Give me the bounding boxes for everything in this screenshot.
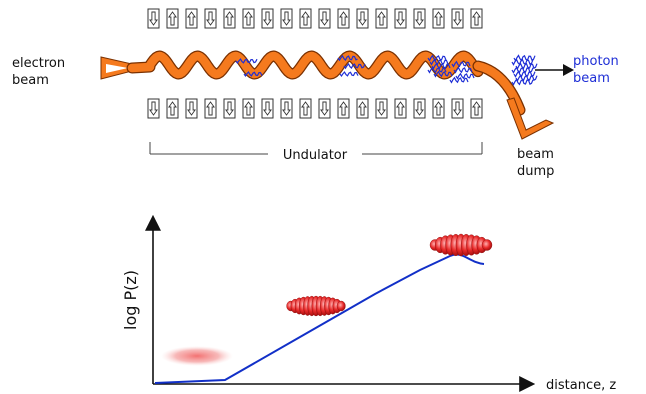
- y-axis-label: log P(z): [121, 270, 140, 330]
- magnet-down: [204, 8, 217, 29]
- fully-microbunched-beam: [429, 233, 493, 257]
- photon-beam-label: photon beam: [573, 54, 623, 86]
- beam-dump-arrow-icon: [506, 97, 555, 140]
- magnet-down: [280, 8, 293, 29]
- magnet-down: [318, 98, 331, 119]
- magnet-up: [166, 98, 179, 119]
- photon-beam-arrow: [535, 64, 574, 76]
- photon-emission: [235, 54, 538, 86]
- magnet-down: [147, 98, 160, 119]
- magnet-up: [299, 8, 312, 29]
- magnet-down: [356, 8, 369, 29]
- magnet-up: [337, 98, 350, 119]
- beam-dump-label: beam dump: [517, 147, 558, 179]
- magnet-up: [166, 8, 179, 29]
- magnet-up: [356, 98, 369, 119]
- magnet-down: [147, 8, 160, 29]
- x-axis-label: distance, z: [546, 378, 616, 393]
- magnet-down: [375, 98, 388, 119]
- magnet-down: [451, 8, 464, 29]
- magnet-up: [432, 8, 445, 29]
- magnet-up: [470, 98, 483, 119]
- unbunched-beam: [161, 346, 233, 366]
- partially-microbunched-beam: [286, 295, 346, 317]
- magnet-up: [242, 8, 255, 29]
- undulator-bracket: [149, 142, 483, 155]
- magnet-up: [185, 8, 198, 29]
- power-plot: log P(z) distance, z: [121, 214, 616, 393]
- magnet-down: [261, 98, 274, 119]
- electron-beam-path: [100, 50, 555, 140]
- magnet-down: [394, 8, 407, 29]
- magnet-up: [470, 8, 483, 29]
- magnet-up: [432, 98, 445, 119]
- magnet-down: [413, 8, 426, 29]
- magnet-down: [280, 98, 293, 119]
- electron-beam-label: electron beam: [12, 56, 69, 88]
- magnet-up: [242, 98, 255, 119]
- undulator-bottom-magnet-row: [147, 98, 483, 119]
- magnet-up: [394, 98, 407, 119]
- undulator-label: Undulator: [283, 148, 348, 163]
- magnet-up: [337, 8, 350, 29]
- undulator-top-magnet-row: [147, 8, 483, 29]
- magnet-down: [185, 98, 198, 119]
- magnet-up: [223, 8, 236, 29]
- magnet-down: [261, 8, 274, 29]
- magnet-down: [318, 8, 331, 29]
- magnet-up: [204, 98, 217, 119]
- magnet-up: [375, 8, 388, 29]
- electron-wiggle: [127, 51, 483, 79]
- magnet-down: [451, 98, 464, 119]
- magnet-down: [413, 98, 426, 119]
- magnet-up: [299, 98, 312, 119]
- magnet-down: [223, 98, 236, 119]
